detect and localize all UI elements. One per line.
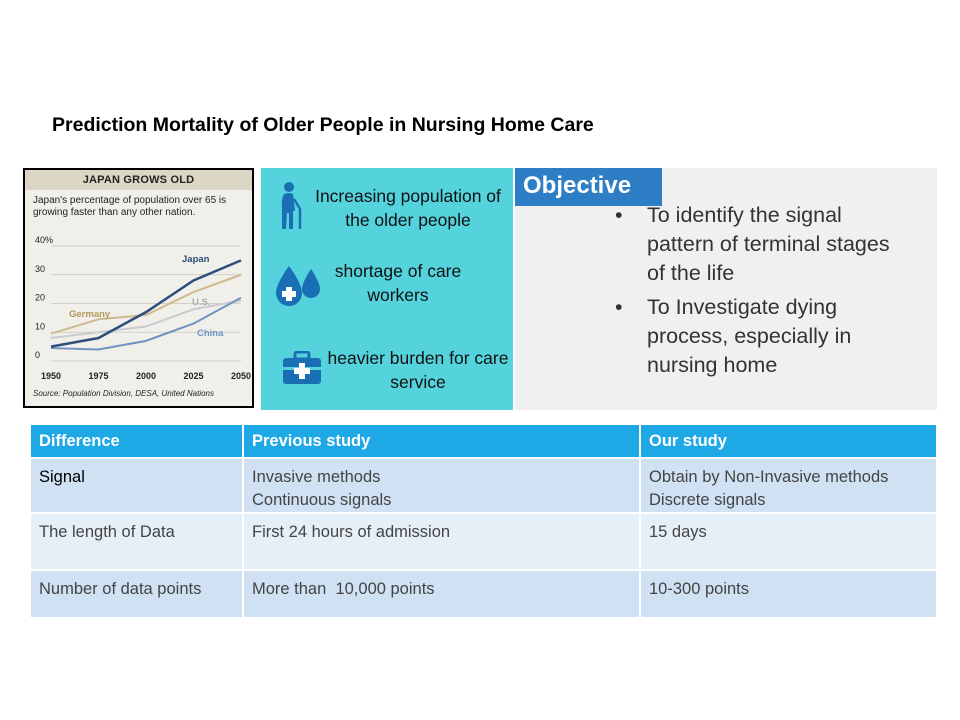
issue-aging-population: Increasing population of the older peopl… (315, 186, 501, 230)
table-row: Number of data points More than 10,000 p… (31, 569, 938, 617)
cell-line: Obtain by Non-Invasive methods (649, 468, 889, 486)
cell-line: 10-300 points (649, 580, 749, 598)
bullet: • (615, 295, 623, 319)
table-cell: Number of data points (31, 569, 244, 617)
table-cell: 15 days (640, 512, 938, 570)
line-chart: 40% 30 20 10 0 1950 1975 2000 2025 2050 Japan Germa… (33, 235, 251, 398)
column-header: Our study (640, 425, 938, 458)
series-line-us (50, 299, 242, 339)
issues-panel: Increasing population of the older peopl… (261, 168, 513, 410)
series-label: Japan (182, 254, 210, 265)
comparison-table: Difference Previous study Our study Sign… (31, 425, 938, 617)
table-cell: More than 10,000 points (243, 569, 641, 617)
table-cell: The length of Data (31, 512, 244, 570)
chart-title: JAPAN GROWS OLD (25, 170, 252, 190)
first-aid-kit-icon (283, 351, 321, 384)
series-line-china (50, 296, 242, 351)
y-tick-label: 40% (35, 235, 53, 245)
table-row: The length of Data First 24 hours of adm… (31, 512, 938, 570)
table-header-row: Difference Previous study Our study (31, 425, 938, 458)
x-tick-label: 2025 (183, 371, 203, 381)
y-tick-label: 20 (35, 293, 45, 303)
table-cell: Invasive methods Continuous signals (243, 457, 641, 513)
chart-description: Japan's percentage of population over 65… (33, 195, 227, 218)
cell-line: First 24 hours of admission (252, 523, 451, 541)
cell-line: 15 days (649, 523, 707, 541)
slide-title: Prediction Mortality of Older People in … (52, 114, 594, 136)
column-header: Difference (31, 425, 244, 458)
x-tick-label: 2000 (136, 371, 156, 381)
series-label: U.S. (192, 297, 210, 308)
table-cell: Signal (31, 457, 244, 513)
cell-line: Discrete signals (649, 491, 766, 509)
table-row: Signal Invasive methods Continuous signal… (31, 457, 938, 513)
series-label: China (197, 328, 224, 339)
elderly-person-icon (281, 182, 302, 229)
objective-label: Objective (515, 168, 662, 206)
column-header: Previous study (243, 425, 641, 458)
y-tick-label: 0 (35, 350, 40, 360)
chart-source: Source: Population Division, DESA, Unite… (33, 389, 214, 398)
objective-item: • To Investigate dying process, especial… (615, 293, 907, 380)
table-cell: First 24 hours of admission (243, 512, 641, 570)
x-tick-label: 1975 (88, 371, 108, 381)
objective-item: • To identify the signal pattern of term… (615, 201, 907, 288)
series-label: Germany (69, 309, 111, 320)
objective-panel: Objective • To identify the signal patte… (515, 168, 937, 410)
table-cell: 10-300 points (640, 569, 938, 617)
bullet: • (615, 203, 623, 227)
x-tick-label: 2050 (231, 371, 251, 381)
y-tick-label: 10 (35, 321, 45, 331)
cell-line: More than 10,000 points (252, 580, 435, 598)
series-line-germany (50, 273, 242, 335)
table-cell: Obtain by Non-Invasive methods Discrete s… (640, 457, 938, 513)
objective-text: To Investigate dying process, especially… (647, 295, 852, 377)
y-tick-label: 30 (35, 264, 45, 274)
chart-panel: JAPAN GROWS OLD Japan's percentage of po… (23, 168, 254, 408)
issue-care-burden: heavier burden for care service (327, 348, 509, 392)
cell-line: Invasive methods (252, 468, 381, 486)
x-tick-label: 1950 (41, 371, 61, 381)
cell-line: Continuous signals (252, 491, 392, 509)
series-line-japan (50, 259, 242, 348)
medical-drops-icon (276, 266, 320, 306)
issue-care-worker-shortage: shortage of care workers (334, 261, 462, 305)
objective-text: To identify the signal pattern of termin… (647, 203, 890, 285)
